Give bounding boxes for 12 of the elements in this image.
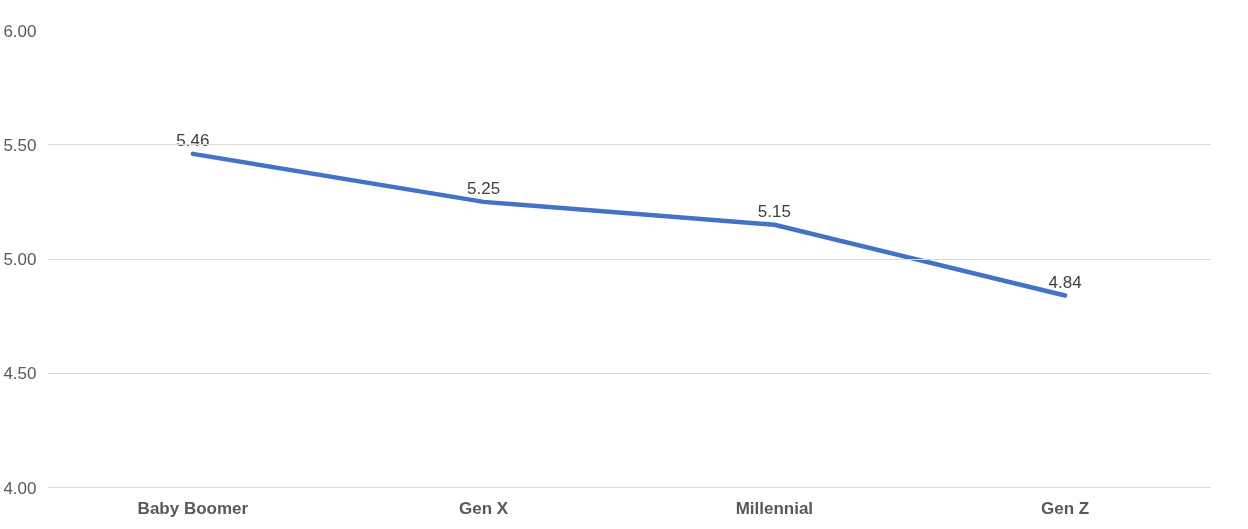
x-tick-label: Millennial <box>735 498 814 518</box>
data-label: 5.25 <box>467 178 501 198</box>
x-tick-label: Gen Z <box>1041 498 1090 518</box>
y-tick-label: 4.50 <box>3 364 37 384</box>
y-tick-label: 4.00 <box>3 478 37 498</box>
x-tick-label: Gen X <box>459 498 509 518</box>
data-label: 4.84 <box>1048 272 1082 292</box>
x-tick-label: Baby Boomer <box>137 498 249 518</box>
data-label: 5.15 <box>757 201 791 221</box>
y-tick-label: 6.00 <box>3 21 37 41</box>
y-tick-label: 5.50 <box>3 135 37 155</box>
y-tick-label: 5.00 <box>3 250 37 269</box>
